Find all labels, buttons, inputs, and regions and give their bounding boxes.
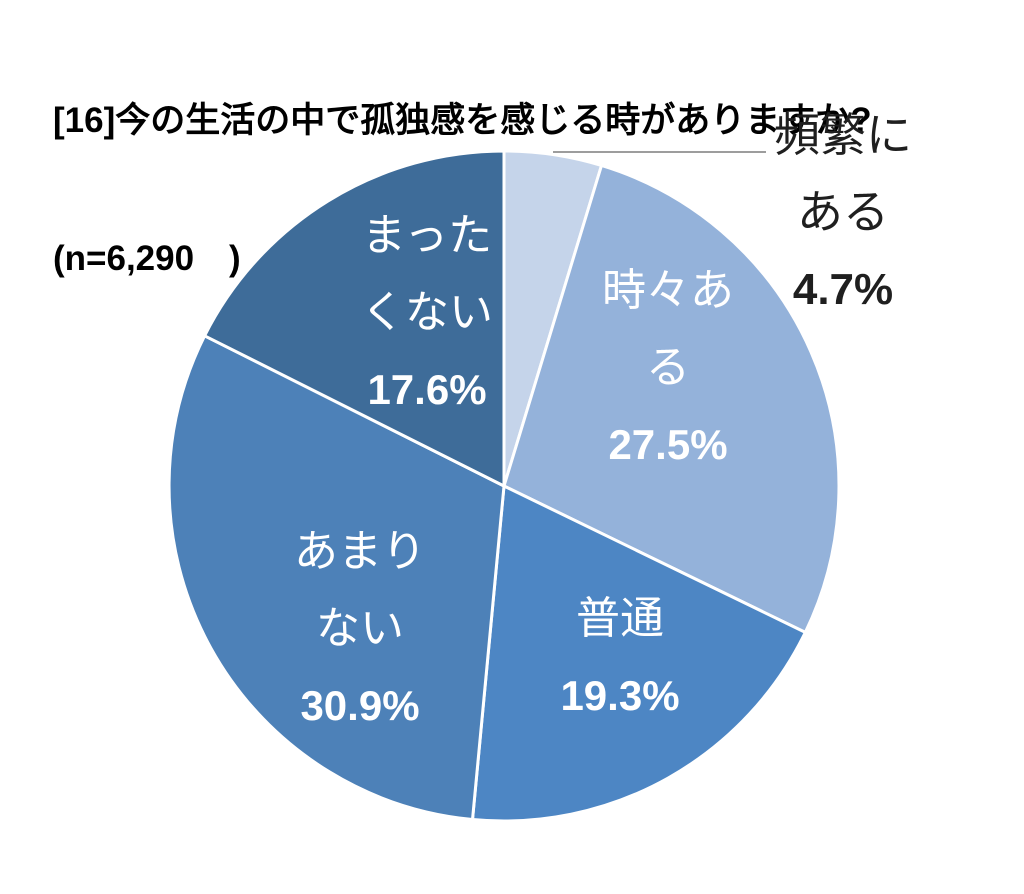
slice-label-percent: 4.7% <box>792 265 894 314</box>
slice-label-not-at-all: まった くない 17.6% <box>317 197 537 428</box>
slice-label-text: る <box>646 343 690 392</box>
slice-label-normal: 普通 19.3% <box>510 580 730 734</box>
slice-label-frequently: 頻繁に ある 4.7% <box>733 97 953 328</box>
slice-label-text: ない <box>316 604 404 653</box>
pie-slice-2 <box>502 164 841 634</box>
chart-title-line1: [16]今の生活の中で孤独感を感じる時がありますか? <box>53 101 872 140</box>
slice-label-text: 普通 <box>576 594 664 643</box>
pie-slice-3 <box>471 484 807 823</box>
slice-label-percent: 30.9% <box>300 682 420 729</box>
slice-label-text: 時々あ <box>602 266 734 315</box>
slice-label-text: あまり <box>294 527 426 576</box>
chart-title: [16]今の生活の中で孤独感を感じる時がありますか? (n=6,290 ) <box>53 6 1018 374</box>
slice-label-sometimes: 時々あ る 27.5% <box>558 252 778 483</box>
slice-label-percent: 17.6% <box>367 366 487 413</box>
pie-slice-5 <box>203 149 506 488</box>
pie-slices <box>167 149 841 823</box>
slice-label-percent: 19.3% <box>560 672 680 719</box>
slice-label-text: くない <box>361 288 493 337</box>
pie-slice-4 <box>167 334 506 821</box>
slice-label-text: まった <box>361 211 493 260</box>
chart-sample-size: (n=6,290 ) <box>53 239 241 278</box>
slice-label-not-much: あまり ない 30.9% <box>250 513 470 744</box>
slice-label-text: ある <box>797 186 889 238</box>
slice-label-text: 頻繁に <box>774 109 912 161</box>
slice-label-percent: 27.5% <box>608 421 728 468</box>
